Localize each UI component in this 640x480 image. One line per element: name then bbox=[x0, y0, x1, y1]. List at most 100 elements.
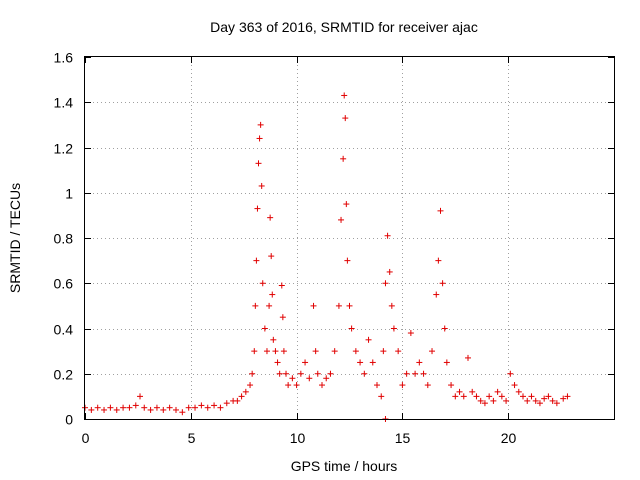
data-point bbox=[344, 257, 351, 264]
data-point bbox=[253, 257, 260, 264]
data-point bbox=[541, 395, 548, 402]
data-point bbox=[249, 370, 256, 377]
y-tick-label: 0.2 bbox=[54, 367, 74, 383]
data-point bbox=[553, 400, 560, 407]
data-point bbox=[361, 370, 368, 377]
data-point bbox=[258, 182, 265, 189]
data-point bbox=[352, 348, 359, 355]
data-point bbox=[460, 393, 467, 400]
data-point bbox=[259, 280, 266, 287]
data-point bbox=[429, 348, 436, 355]
axis-ticks: 0 5 10 15 20 0 0.2 0.4 0.6 0.8 1 1.2 1.4 1.6 bbox=[54, 50, 614, 446]
data-point bbox=[403, 370, 410, 377]
data-point bbox=[289, 375, 296, 382]
data-point bbox=[374, 382, 381, 389]
data-point bbox=[293, 382, 300, 389]
data-point bbox=[179, 409, 186, 416]
data-point bbox=[439, 280, 446, 287]
data-point bbox=[318, 382, 325, 389]
x-tick-label: 10 bbox=[290, 430, 306, 446]
data-point bbox=[433, 291, 440, 298]
data-point bbox=[348, 325, 355, 332]
data-point bbox=[107, 404, 114, 411]
data-point bbox=[101, 406, 108, 413]
data-point bbox=[172, 406, 179, 413]
data-point bbox=[481, 400, 488, 407]
grid bbox=[85, 57, 614, 419]
data-point bbox=[252, 302, 259, 309]
data-point bbox=[126, 404, 133, 411]
data-point bbox=[424, 382, 431, 389]
data-point bbox=[490, 397, 497, 404]
data-point bbox=[257, 121, 264, 128]
data-point bbox=[238, 393, 245, 400]
data-point bbox=[498, 393, 505, 400]
data-point bbox=[274, 359, 281, 366]
data-point bbox=[88, 406, 95, 413]
data-point bbox=[399, 382, 406, 389]
y-tick-label: 1.4 bbox=[54, 95, 74, 111]
data-point bbox=[369, 359, 376, 366]
data-point bbox=[94, 404, 101, 411]
data-point bbox=[564, 393, 571, 400]
data-point bbox=[515, 388, 522, 395]
data-point bbox=[153, 404, 160, 411]
data-point bbox=[560, 395, 567, 402]
data-point bbox=[473, 393, 480, 400]
data-point bbox=[267, 214, 274, 221]
data-point bbox=[302, 359, 309, 366]
data-point bbox=[341, 92, 348, 99]
data-point bbox=[160, 406, 167, 413]
data-point bbox=[443, 359, 450, 366]
y-tick-label: 0.4 bbox=[54, 322, 74, 338]
data-point bbox=[456, 388, 463, 395]
y-tick-label: 0 bbox=[65, 412, 73, 428]
data-point bbox=[346, 302, 353, 309]
data-point bbox=[486, 393, 493, 400]
data-point bbox=[342, 115, 349, 122]
data-point bbox=[507, 370, 514, 377]
y-axis-label: SRMTID / TECUs bbox=[7, 183, 23, 293]
data-point bbox=[503, 397, 510, 404]
data-point bbox=[395, 348, 402, 355]
data-point bbox=[331, 348, 338, 355]
data-point bbox=[113, 406, 120, 413]
data-point bbox=[211, 402, 218, 409]
data-point bbox=[137, 393, 144, 400]
data-point bbox=[254, 205, 261, 212]
data-point bbox=[166, 404, 173, 411]
data-point bbox=[437, 207, 444, 214]
data-point bbox=[217, 404, 224, 411]
data-point bbox=[266, 302, 273, 309]
data-point bbox=[545, 393, 552, 400]
data-point bbox=[528, 393, 535, 400]
data-point bbox=[520, 393, 527, 400]
data-point bbox=[312, 348, 319, 355]
data-point bbox=[416, 359, 423, 366]
data-point bbox=[261, 325, 268, 332]
data-point bbox=[524, 397, 531, 404]
data-point bbox=[448, 382, 455, 389]
data-point bbox=[435, 257, 442, 264]
data-point bbox=[464, 354, 471, 361]
chart-title: Day 363 of 2016, SRMTID for receiver aja… bbox=[210, 19, 478, 35]
data-point bbox=[234, 397, 241, 404]
data-point bbox=[386, 268, 393, 275]
data-point bbox=[283, 370, 290, 377]
data-point bbox=[247, 382, 254, 389]
y-tick-label: 0.6 bbox=[54, 276, 74, 292]
data-point bbox=[335, 302, 342, 309]
data-point bbox=[382, 280, 389, 287]
data-point bbox=[536, 400, 543, 407]
data-point bbox=[477, 397, 484, 404]
data-point bbox=[494, 388, 501, 395]
data-point bbox=[340, 155, 347, 162]
data-point bbox=[185, 404, 192, 411]
data-point bbox=[407, 330, 414, 337]
data-point bbox=[384, 232, 391, 239]
data-point bbox=[549, 397, 556, 404]
x-tick-label: 20 bbox=[501, 430, 517, 446]
data-point bbox=[365, 336, 372, 343]
data-point bbox=[120, 404, 127, 411]
data-point bbox=[279, 314, 286, 321]
